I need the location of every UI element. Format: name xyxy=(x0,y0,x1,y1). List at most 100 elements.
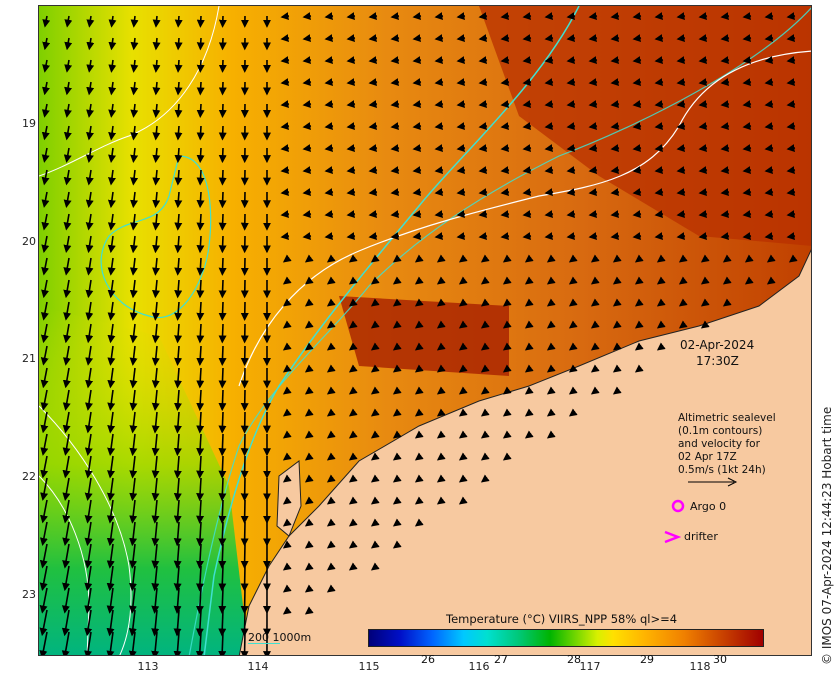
velocity-arrow xyxy=(368,210,378,219)
velocity-arrow xyxy=(698,210,708,219)
velocity-arrow xyxy=(304,276,314,285)
velocity-arrow xyxy=(786,100,796,109)
velocity-arrow xyxy=(130,15,139,28)
velocity-arrow xyxy=(764,34,774,43)
velocity-arrow xyxy=(42,15,51,28)
velocity-arrow xyxy=(63,147,72,163)
velocity-arrow xyxy=(86,15,95,28)
velocity-arrow xyxy=(412,56,422,65)
velocity-arrow xyxy=(151,521,160,547)
warm-patch-ne xyxy=(479,6,811,246)
velocity-arrow xyxy=(218,147,227,164)
velocity-arrow xyxy=(478,232,488,241)
velocity-arrow xyxy=(280,78,290,87)
velocity-arrow xyxy=(196,59,205,73)
velocity-arrow xyxy=(39,565,48,592)
velocity-arrow xyxy=(786,122,796,131)
velocity-arrow xyxy=(500,100,510,109)
velocity-arrow xyxy=(108,81,117,96)
velocity-arrow xyxy=(546,386,556,395)
velocity-arrow xyxy=(346,232,356,241)
velocity-arrow xyxy=(218,499,227,524)
velocity-arrow xyxy=(84,543,93,569)
velocity-arrow xyxy=(39,543,48,569)
velocity-arrow xyxy=(566,34,576,43)
velocity-arrow xyxy=(654,100,664,109)
velocity-arrow xyxy=(85,147,94,163)
velocity-arrow xyxy=(304,518,314,527)
velocity-arrow xyxy=(654,12,664,21)
velocity-arrow xyxy=(39,587,48,614)
velocity-arrow xyxy=(196,455,205,479)
velocity-arrow xyxy=(302,122,312,131)
velocity-arrow xyxy=(412,144,422,153)
velocity-arrow xyxy=(174,37,183,51)
velocity-arrow xyxy=(40,345,49,366)
velocity-arrow xyxy=(676,34,686,43)
velocity-arrow xyxy=(392,254,402,263)
velocity-arrow xyxy=(742,34,752,43)
velocity-arrow xyxy=(107,345,116,366)
velocity-arrow xyxy=(195,565,204,592)
velocity-arrow xyxy=(348,452,358,461)
velocity-arrow xyxy=(412,100,422,109)
velocity-arrow xyxy=(85,257,94,276)
velocity-arrow xyxy=(41,213,50,231)
velocity-arrow xyxy=(84,587,93,614)
velocity-arrow xyxy=(412,210,422,219)
velocity-arrow xyxy=(282,430,292,439)
velocity-arrow xyxy=(698,78,708,87)
velocity-arrow xyxy=(64,37,73,51)
velocity-arrow xyxy=(502,342,512,351)
velocity-arrow xyxy=(302,100,312,109)
velocity-arrow xyxy=(151,411,160,434)
velocity-arrow xyxy=(324,144,334,153)
colorbar-tick-26: 26 xyxy=(421,653,435,666)
velocity-arrow xyxy=(456,56,466,65)
velocity-arrow xyxy=(764,122,774,131)
velocity-arrow xyxy=(107,257,116,276)
velocity-arrow xyxy=(346,166,356,175)
velocity-arrow xyxy=(196,499,205,524)
velocity-arrow xyxy=(304,364,314,373)
velocity-arrow xyxy=(412,232,422,241)
velocity-arrow xyxy=(41,147,50,163)
velocity-arrow xyxy=(84,631,93,655)
velocity-arrow xyxy=(634,364,644,373)
velocity-arrow xyxy=(195,631,204,655)
velocity-arrow xyxy=(196,433,205,457)
velocity-arrow xyxy=(764,166,774,175)
velocity-arrow xyxy=(610,188,620,197)
velocity-arrow xyxy=(326,254,336,263)
velocity-arrow xyxy=(632,188,642,197)
velocity-arrow xyxy=(566,144,576,153)
velocity-arrow xyxy=(458,430,468,439)
velocity-arrow xyxy=(434,122,444,131)
velocity-arrow xyxy=(766,276,776,285)
velocity-arrow xyxy=(282,298,292,307)
velocity-arrow xyxy=(346,122,356,131)
velocity-arrow xyxy=(390,12,400,21)
velocity-arrow xyxy=(546,254,556,263)
velocity-arrow xyxy=(676,100,686,109)
velocity-arrow xyxy=(370,320,380,329)
velocity-arrow xyxy=(456,34,466,43)
velocity-arrow xyxy=(478,210,488,219)
velocity-arrow xyxy=(566,12,576,21)
velocity-arrow xyxy=(130,125,139,141)
velocity-arrow xyxy=(62,411,71,434)
velocity-arrow xyxy=(152,213,161,231)
velocity-arrow xyxy=(368,188,378,197)
velocity-arrow xyxy=(40,411,49,434)
velocity-arrow xyxy=(632,122,642,131)
velocity-arrow xyxy=(656,320,666,329)
velocity-arrow xyxy=(742,166,752,175)
velocity-arrow xyxy=(568,276,578,285)
drifter-marker-icon xyxy=(664,530,681,544)
velocity-arrow xyxy=(392,342,402,351)
velocity-arrow xyxy=(612,320,622,329)
velocity-arrow xyxy=(700,276,710,285)
velocity-arrow xyxy=(434,56,444,65)
velocity-arrow xyxy=(348,276,358,285)
velocity-arrow xyxy=(152,257,161,276)
